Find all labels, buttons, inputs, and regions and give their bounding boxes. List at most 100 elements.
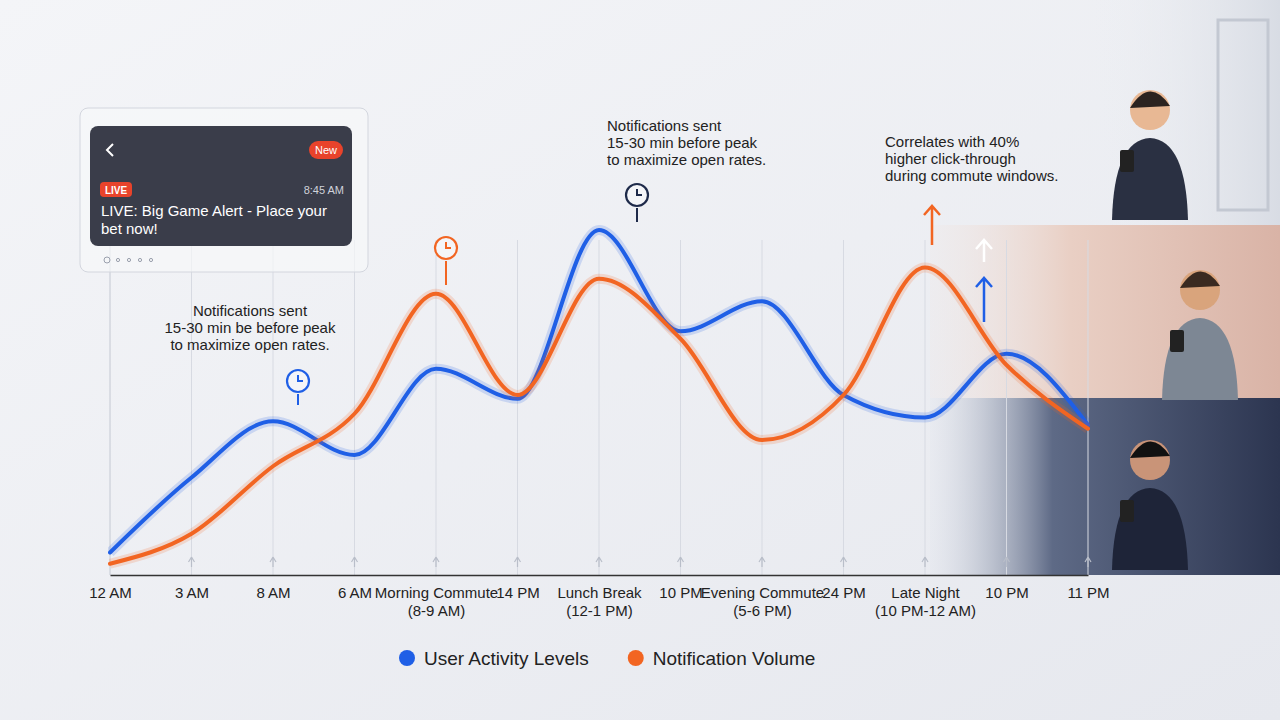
annotation-line: during commute windows. (885, 167, 1058, 184)
plot-area (110, 230, 1088, 564)
annotation: Notifications sent15-30 min be before pe… (165, 302, 336, 353)
person-body (1112, 488, 1188, 570)
legend-swatch (628, 650, 644, 666)
badge-bg (309, 141, 343, 159)
x-tick: 12 AM (89, 575, 132, 601)
person-phone (1170, 330, 1184, 352)
clock-hands (637, 189, 642, 195)
page-dot (149, 258, 152, 261)
person-hair (1130, 91, 1170, 108)
grid-line (599, 240, 600, 575)
annotation-line: higher click-through (885, 150, 1016, 167)
badge: New (315, 144, 337, 156)
scene-panels (930, 0, 1280, 575)
annotation-line: 15-30 min before peak (607, 134, 758, 151)
x-tick-label: Morning Commute(8-9 AM) (375, 584, 498, 619)
background (0, 0, 1280, 720)
x-tick-label: 24 PM (822, 584, 865, 601)
grid-line (762, 240, 763, 575)
tag-bg (100, 182, 132, 197)
clock-marker (287, 370, 309, 405)
page-dot (127, 258, 130, 261)
x-tick-label: 14 PM (496, 584, 539, 601)
tick-arrow (678, 557, 684, 567)
grid-line (843, 240, 844, 575)
series-line (110, 268, 1088, 564)
legend-swatch (399, 650, 415, 666)
x-tick: Lunch Break(12-1 PM) (557, 575, 642, 619)
up-arrow (976, 240, 992, 262)
person (1112, 440, 1188, 570)
clock-marker (435, 237, 457, 285)
x-tick: Late Night(10 PM-12 AM) (875, 575, 976, 619)
tick-arrow (1085, 557, 1091, 567)
x-tick: 24 PM (822, 575, 865, 601)
tick-arrow (270, 557, 276, 567)
back-icon (107, 144, 113, 156)
x-tick-label: Evening Commute(5-6 PM) (701, 584, 824, 619)
x-tick: 8 AM (256, 575, 290, 601)
person-head (1180, 270, 1220, 310)
person-phone (1120, 150, 1134, 172)
annotation-line: Notifications sent (193, 302, 308, 319)
tick-arrow (515, 557, 521, 567)
person (1162, 270, 1238, 400)
notification-card: NewLIVE8:45 AMLIVE: Big Game Alert - Pla… (80, 108, 368, 272)
clock-stem (297, 394, 299, 405)
x-tick-label: 3 AM (175, 584, 209, 601)
annotation-line: to maximize open rates. (170, 336, 329, 353)
time: 8:45 AM (304, 184, 344, 196)
x-tick: 14 PM (496, 575, 539, 601)
clock-face (435, 237, 457, 259)
x-tick-label: Late Night(10 PM-12 AM) (875, 584, 976, 619)
legend-label: User Activity Levels (424, 648, 589, 669)
person-body (1162, 318, 1238, 400)
chart: 12 AM 3 AM 8 AM 6 AMMorning Commute(8-9 AM)… (0, 0, 1280, 720)
annotation-line: Correlates with 40% (885, 133, 1019, 150)
annotation-line: to maximize open rates. (607, 151, 766, 168)
annotation: Notifications sent15-30 min before peakt… (607, 117, 766, 168)
person-hair (1130, 441, 1170, 458)
message: LIVE: Big Game Alert - Place your (101, 202, 327, 219)
x-tick-label: 10 PM (985, 584, 1028, 601)
x-tick: 11 PM (1067, 575, 1109, 601)
tick-arrow (841, 557, 847, 567)
up-arrow (924, 206, 940, 245)
clock-marker (626, 184, 648, 222)
grid-line (1088, 240, 1089, 575)
card-frame (80, 108, 368, 272)
x-tick-label: 11 PM (1067, 584, 1109, 601)
legend: User Activity Levels Notification Volume (399, 648, 815, 669)
train-window (1218, 20, 1268, 210)
annotation-line: 15-30 min be before peak (165, 319, 336, 336)
annotation: Correlates with 40%higher click-throughd… (885, 133, 1058, 184)
grid-line (517, 240, 518, 575)
tick-arrow (1004, 557, 1010, 567)
page-dot (138, 258, 141, 261)
message: bet now! (101, 220, 158, 237)
grid-line (273, 240, 274, 575)
person (1112, 90, 1188, 220)
clock-face (287, 370, 309, 392)
clock-hands (446, 242, 451, 248)
x-tick: Morning Commute(8-9 AM) (375, 575, 498, 619)
tick-arrow (596, 557, 602, 567)
person-hair (1180, 271, 1220, 288)
grid-line (680, 240, 681, 575)
clock-face (626, 184, 648, 206)
night-panel (930, 398, 1280, 575)
up-arrow (976, 278, 992, 322)
x-tick-label: 12 AM (89, 584, 132, 601)
person-head (1130, 440, 1170, 480)
x-tick-label: 6 AM (338, 584, 372, 601)
grid-line (191, 240, 192, 575)
x-tick: 6 AM (338, 575, 372, 601)
clock-hands (298, 375, 303, 381)
train-panel (1080, 0, 1280, 225)
x-tick-label: Lunch Break(12-1 PM) (557, 584, 642, 619)
page-dot (104, 257, 110, 263)
x-tick: 10 PM (985, 575, 1028, 601)
legend-item: User Activity Levels (399, 648, 589, 669)
tick-arrow (189, 557, 195, 567)
legend-item: Notification Volume (628, 648, 816, 669)
